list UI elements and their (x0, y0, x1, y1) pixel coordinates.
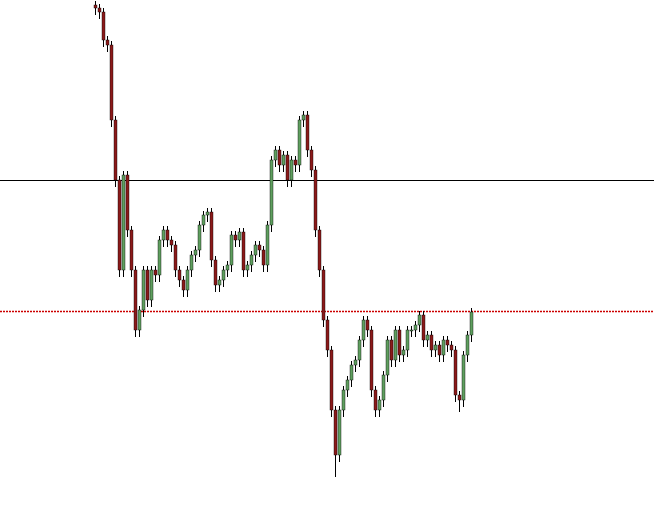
candle-body (193, 249, 198, 256)
candle-body (393, 329, 398, 361)
candle-body (93, 4, 98, 9)
candle-body (445, 339, 450, 346)
candle-body (333, 409, 338, 456)
candle-body (421, 314, 426, 341)
candle-body (109, 44, 114, 121)
candle-body (137, 309, 142, 331)
candle-body (389, 339, 394, 361)
candle-body (161, 229, 166, 241)
candle-body (149, 269, 154, 301)
candle-body (357, 339, 362, 361)
candle-body (321, 269, 326, 321)
candle-body (117, 179, 122, 271)
candle-body (385, 339, 390, 376)
candle-body (121, 174, 126, 271)
candle-body (373, 389, 378, 411)
candle-body (241, 231, 246, 271)
candle-body (209, 211, 214, 261)
candle-body (129, 229, 134, 271)
candle-body (257, 244, 262, 251)
candle-body (293, 159, 298, 166)
candle-body (253, 244, 258, 256)
candle-body (309, 149, 314, 171)
candle-body (337, 409, 342, 456)
candle-body (297, 119, 302, 166)
candle-body (205, 211, 210, 216)
candle-body (397, 329, 402, 356)
candle-body (165, 229, 170, 241)
candle-body (461, 354, 466, 401)
candle-body (409, 329, 414, 332)
candle-body (417, 314, 422, 326)
candle-body (113, 119, 118, 181)
candle-body (249, 254, 254, 266)
candle-body (225, 264, 230, 271)
candle-body (369, 329, 374, 391)
candle-body (157, 239, 162, 276)
candle-body (197, 224, 202, 251)
candle-body (365, 319, 370, 331)
candle-body (145, 269, 150, 301)
candle-body (449, 344, 454, 351)
candle-body (317, 229, 322, 271)
candle-body (405, 329, 410, 351)
candle-body (285, 154, 290, 181)
candle-body (361, 319, 366, 341)
candle-body (213, 259, 218, 286)
candle-body (169, 239, 174, 246)
candle-body (181, 279, 186, 291)
candle-body (425, 334, 430, 341)
candle-body (261, 249, 266, 266)
candle-body (413, 324, 418, 331)
candle-body (105, 39, 110, 46)
candle-body (233, 234, 238, 241)
candle-body (453, 349, 458, 396)
candle-body (341, 389, 346, 411)
candle-body (429, 334, 434, 351)
candle-body (101, 11, 106, 41)
candle-body (353, 359, 358, 366)
candle-body (185, 269, 190, 291)
candle-body (469, 311, 474, 336)
candle-body (153, 269, 158, 276)
candle-body (441, 339, 446, 356)
candle-body (325, 319, 330, 351)
candle-body (177, 269, 182, 281)
candle-body (221, 269, 226, 281)
candle-body (381, 374, 386, 401)
candle-body (269, 159, 274, 226)
candle-body (97, 7, 102, 13)
candle-body (281, 154, 286, 166)
candle-body (173, 244, 178, 271)
candle-body (141, 269, 146, 311)
candle-body (245, 264, 250, 271)
candle-body (289, 159, 294, 181)
candle-body (313, 169, 318, 231)
candle-body (345, 379, 350, 391)
candle-body (133, 269, 138, 331)
candle-body (301, 114, 306, 121)
candle-body (201, 214, 206, 226)
candle-body (465, 334, 470, 356)
candle-body (433, 344, 438, 351)
candle-body (217, 279, 222, 286)
candle-body (305, 114, 310, 151)
candle-body (349, 364, 354, 381)
candle-body (329, 349, 334, 411)
candle-body (437, 344, 442, 356)
candle-body (277, 149, 282, 166)
candle-body (377, 399, 382, 411)
candle-body (189, 254, 194, 271)
candle-body (457, 394, 462, 401)
candle-body (265, 224, 270, 266)
candle-body (273, 149, 278, 161)
candle-body (401, 349, 406, 356)
candle-body (229, 234, 234, 266)
candle-body (237, 231, 242, 241)
candle-body (125, 174, 130, 231)
